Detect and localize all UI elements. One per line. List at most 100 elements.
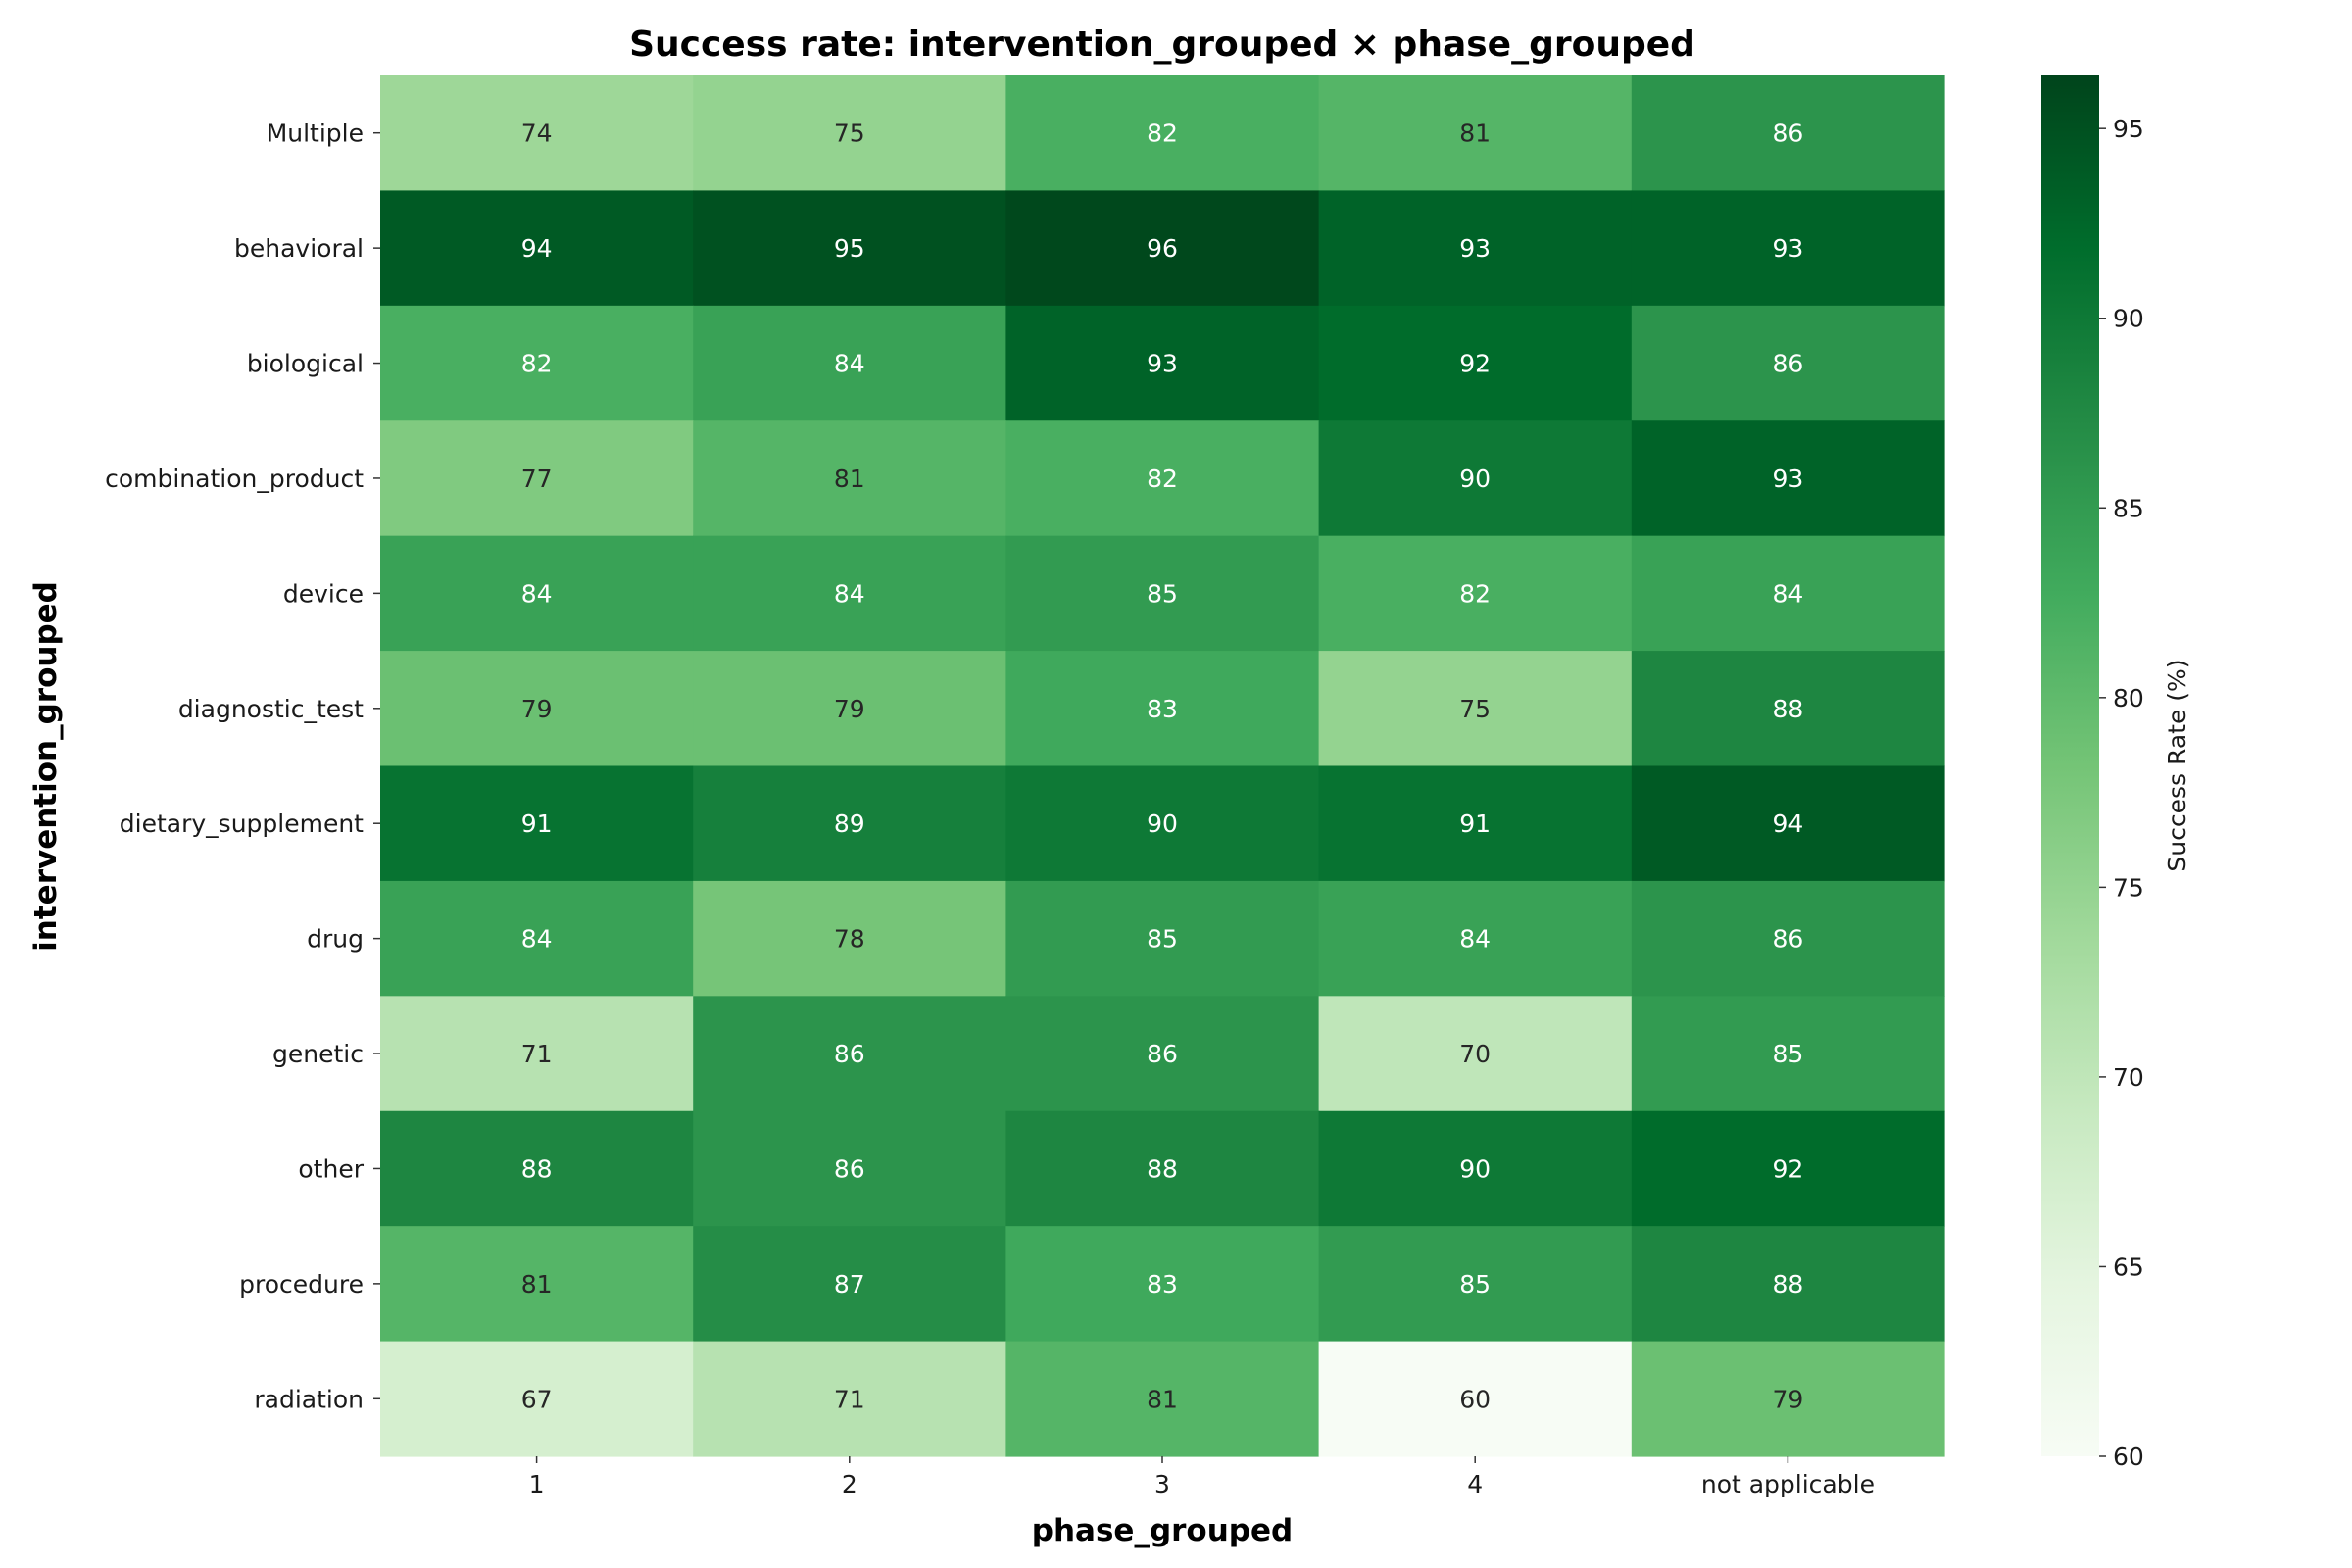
cell-value-label: 86 (1772, 925, 1803, 954)
heatmap-cell (1631, 765, 1945, 882)
heatmap-cell (693, 1110, 1006, 1227)
heatmap-cell (1005, 651, 1320, 767)
cell-value-label: 87 (834, 1270, 865, 1298)
colorbar-tick-label: 60 (2113, 1443, 2144, 1471)
y-tick-label: genetic (272, 1040, 364, 1068)
cell-value-label: 85 (1772, 1040, 1803, 1068)
heatmap-cell (1005, 1110, 1320, 1227)
cell-value-label: 84 (834, 579, 865, 608)
heatmap-cell (1318, 1110, 1633, 1227)
heatmap-cell (693, 535, 1006, 652)
cell-value-label: 82 (1147, 120, 1178, 148)
heatmap-cell (380, 765, 694, 882)
heatmap-cell (1631, 996, 1945, 1112)
heatmap-cell (1631, 535, 1945, 652)
chart-title: Success rate: intervention_grouped × pha… (629, 24, 1695, 65)
cell-value-label: 75 (834, 120, 865, 148)
heatmap-cell (1318, 651, 1633, 767)
x-tick-label: 3 (1154, 1470, 1170, 1498)
y-tick-label: dietary_supplement (120, 809, 364, 838)
cell-value-label: 92 (1459, 350, 1491, 378)
heatmap-cell (1005, 1226, 1320, 1343)
heatmap-cell (1631, 305, 1945, 421)
heatmap-cell (1631, 880, 1945, 997)
heatmap-cell (693, 1226, 1006, 1343)
cell-value-label: 81 (1147, 1385, 1178, 1413)
cell-value-label: 92 (1772, 1154, 1803, 1183)
colorbar-tick-label: 70 (2113, 1063, 2144, 1092)
cell-value-label: 93 (1147, 350, 1178, 378)
heatmap-cell (1631, 1110, 1945, 1227)
x-axis-ticks: 1 2 3 4 not applicable (529, 1456, 1875, 1498)
heatmap-cell (1005, 535, 1320, 652)
heatmap-cell (1318, 1226, 1633, 1343)
heatmap-cell (380, 75, 694, 192)
cell-value-label: 88 (1772, 1270, 1803, 1298)
cell-value-label: 90 (1459, 465, 1491, 493)
cell-value-label: 71 (834, 1385, 865, 1413)
heatmap-cell (1318, 190, 1633, 307)
cell-value-label: 85 (1459, 1270, 1491, 1298)
heatmap-cell (1631, 75, 1945, 192)
cell-value-label: 81 (521, 1270, 553, 1298)
cell-value-label: 84 (1772, 579, 1803, 608)
cell-value-label: 79 (1772, 1385, 1803, 1413)
heatmap-cell (693, 190, 1006, 307)
heatmap-cell (1318, 880, 1633, 997)
heatmap-cell (1005, 996, 1320, 1112)
cell-value-label: 84 (521, 579, 553, 608)
heatmap-cell (693, 75, 1006, 192)
cell-value-label: 91 (1459, 809, 1491, 838)
y-tick-label: diagnostic_test (178, 695, 364, 723)
heatmap-cell (1318, 420, 1633, 537)
heatmap-cells: 74 75 82 81 86 94 95 96 93 93 82 84 93 92 86 77 81 82 90 93… (380, 75, 1945, 1457)
x-tick-label: not applicable (1701, 1470, 1875, 1498)
heatmap-cell (1005, 305, 1320, 421)
heatmap-cell (693, 880, 1006, 997)
y-tick-label: other (298, 1154, 364, 1183)
heatmap-cell (1631, 651, 1945, 767)
cell-value-label: 79 (521, 695, 553, 723)
colorbar-tick-label: 90 (2113, 305, 2144, 333)
cell-value-label: 86 (834, 1040, 865, 1068)
heatmap-cell (1318, 305, 1633, 421)
colorbar-tick-label: 75 (2113, 873, 2144, 902)
cell-value-label: 71 (521, 1040, 553, 1068)
colorbar (2041, 75, 2099, 1456)
cell-value-label: 91 (521, 809, 553, 838)
cell-value-label: 86 (1772, 120, 1803, 148)
cell-value-label: 70 (1459, 1040, 1491, 1068)
heatmap-cell (1318, 996, 1633, 1112)
y-tick-label: drug (307, 925, 364, 954)
heatmap-cell (1005, 880, 1320, 997)
cell-value-label: 84 (1459, 925, 1491, 954)
heatmap-cell (1631, 1341, 1945, 1457)
heatmap-cell (693, 651, 1006, 767)
colorbar-tick-label: 80 (2113, 684, 2144, 712)
x-tick-label: 4 (1467, 1470, 1483, 1498)
heatmap-cell (1318, 75, 1633, 192)
y-axis-ticks: Multiple behavioral biological combination_… (105, 120, 380, 1413)
heatmap-cell (380, 305, 694, 421)
heatmap-cell (380, 420, 694, 537)
cell-value-label: 79 (834, 695, 865, 723)
heatmap-cell (380, 651, 694, 767)
heatmap-cell (380, 535, 694, 652)
cell-value-label: 82 (1459, 579, 1491, 608)
cell-value-label: 81 (1459, 120, 1491, 148)
heatmap-cell (1318, 535, 1633, 652)
cell-value-label: 94 (521, 234, 553, 263)
cell-value-label: 83 (1147, 1270, 1178, 1298)
cell-value-label: 86 (1772, 350, 1803, 378)
heatmap-cell (693, 420, 1006, 537)
heatmap-cell (693, 996, 1006, 1112)
cell-value-label: 88 (1772, 695, 1803, 723)
heatmap-cell (1005, 1341, 1320, 1457)
cell-value-label: 95 (834, 234, 865, 263)
heatmap-cell (1631, 190, 1945, 307)
cell-value-label: 90 (1147, 809, 1178, 838)
cell-value-label: 90 (1459, 1154, 1491, 1183)
y-axis-label: intervention_grouped (28, 581, 64, 952)
cell-value-label: 82 (521, 350, 553, 378)
